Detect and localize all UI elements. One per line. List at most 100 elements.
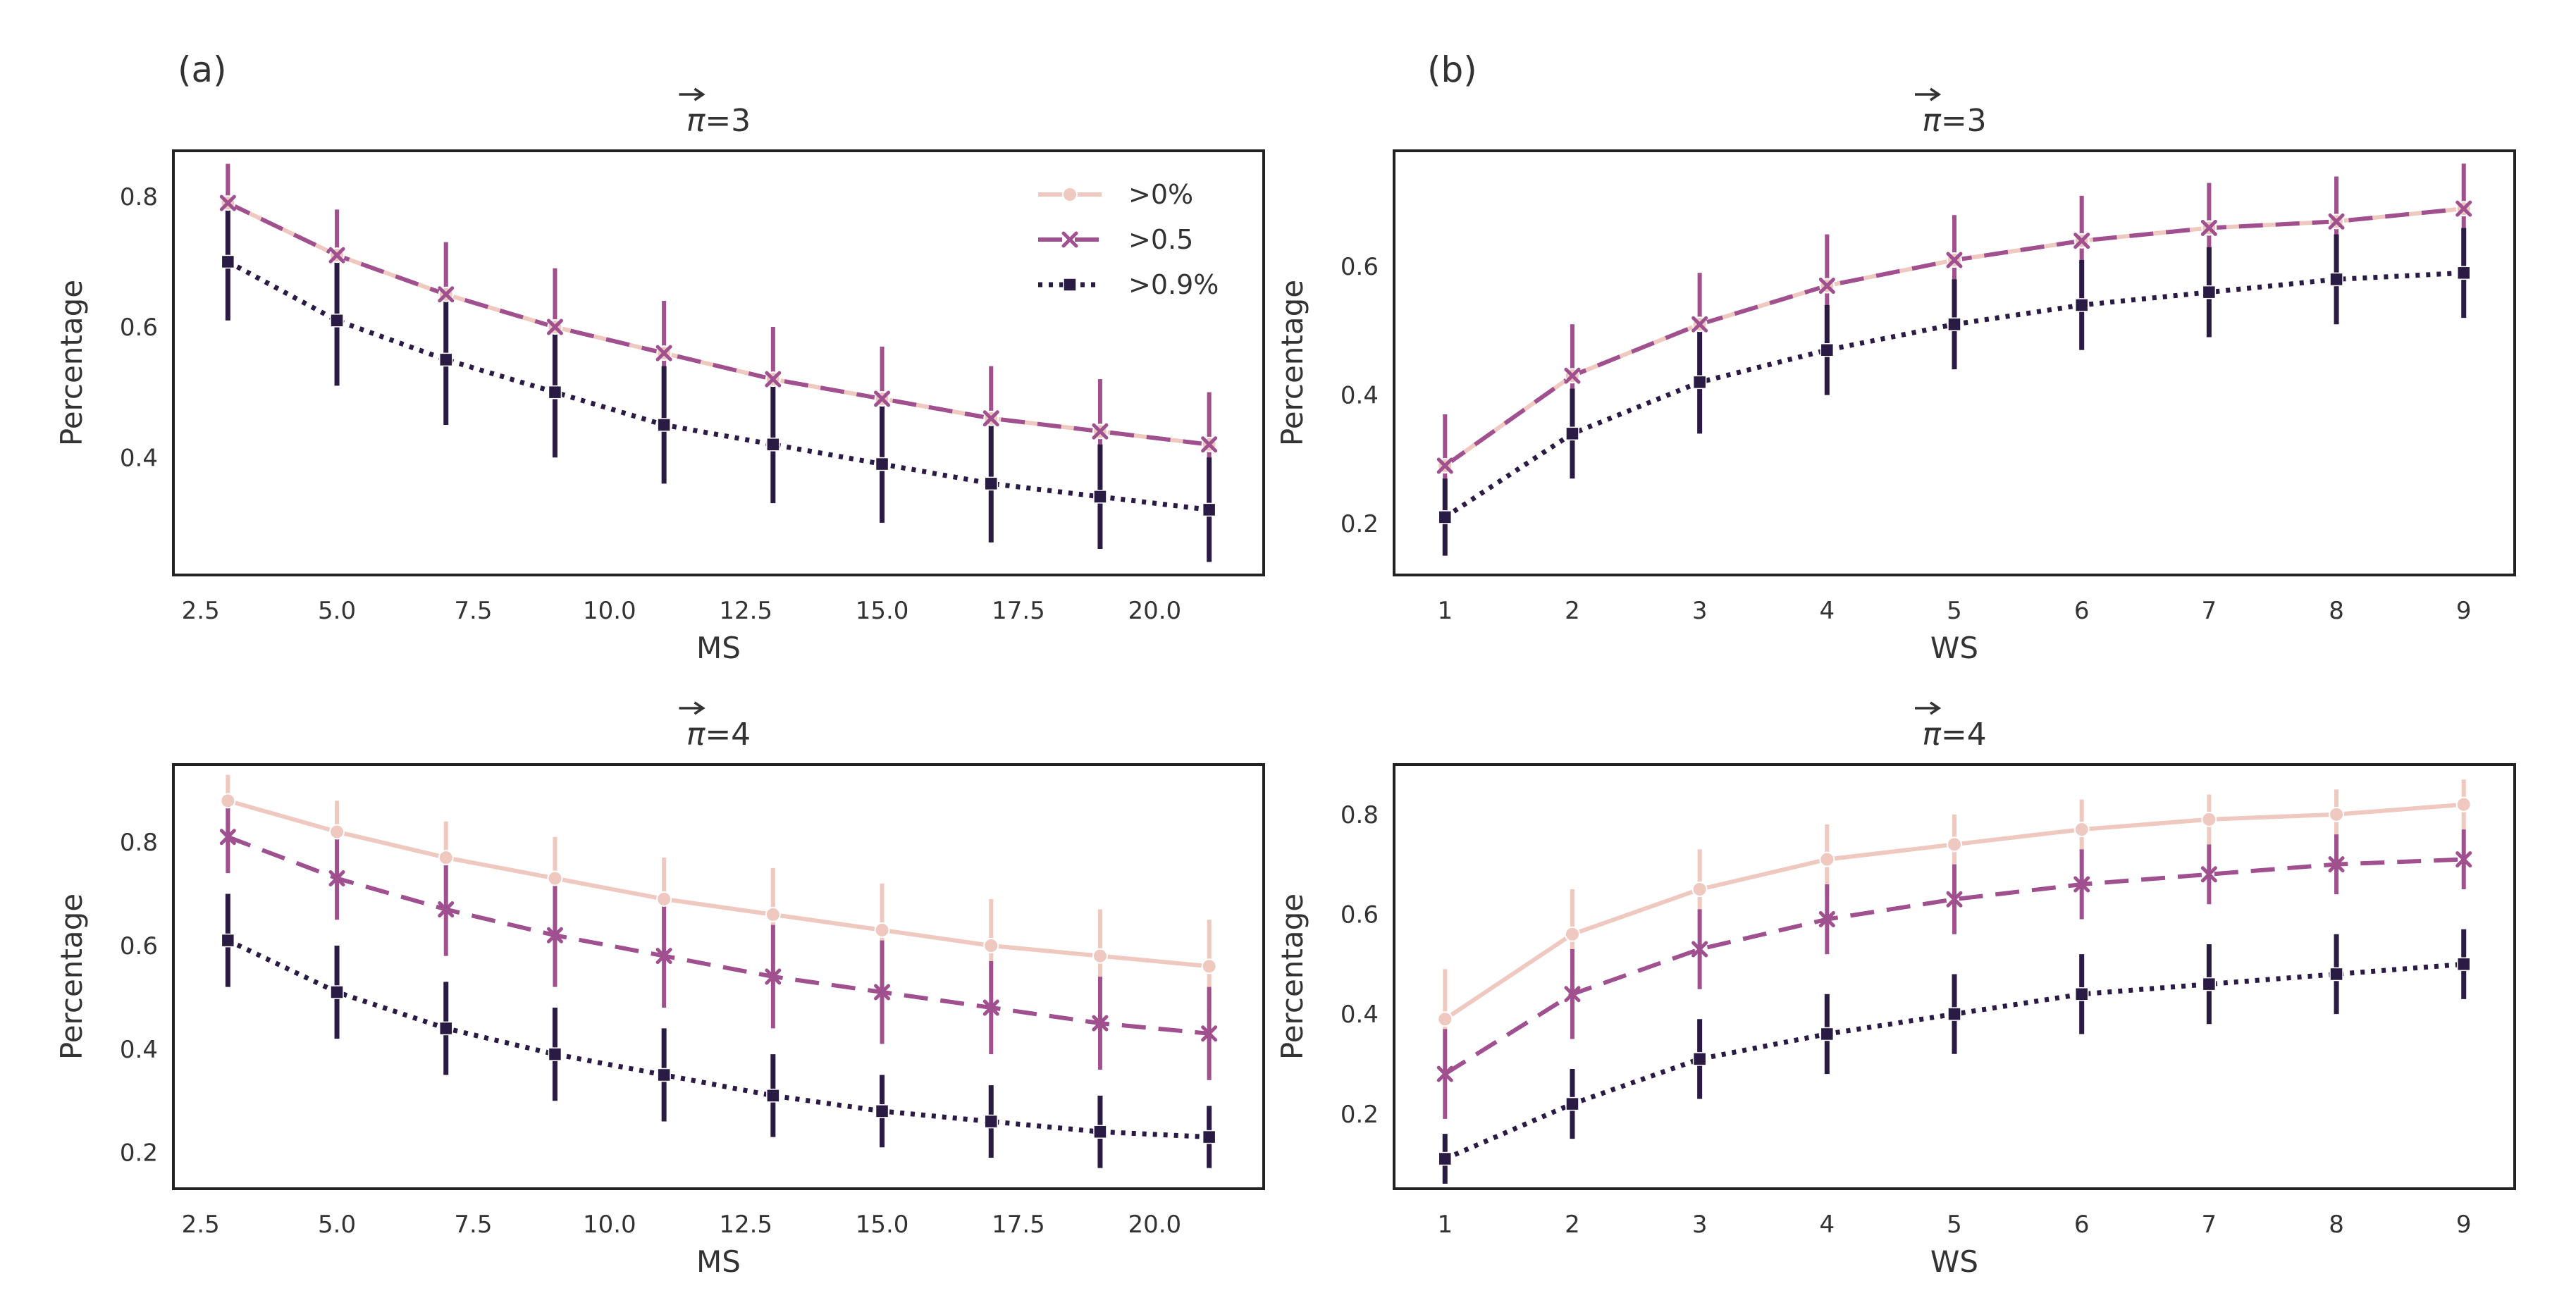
data-point-s3-4 bbox=[1947, 317, 1961, 332]
data-point-s2-0 bbox=[1436, 457, 1453, 474]
chart-title: π=4 bbox=[686, 717, 751, 753]
data-point-s2-9-stroke-2 bbox=[1201, 1025, 1218, 1042]
data-point-s3-4 bbox=[657, 418, 671, 432]
x-tick-label: 12.5 bbox=[719, 1211, 772, 1239]
data-point-s1-9 bbox=[1201, 958, 1217, 975]
data-point-s2-8 bbox=[2455, 200, 2472, 217]
data-point-s2-1 bbox=[1564, 367, 1581, 384]
data-point-s3-7 bbox=[2329, 967, 2343, 982]
x-tick-label: 6 bbox=[2074, 597, 2090, 625]
data-point-s3-5 bbox=[766, 438, 780, 452]
x-tick-label: 2 bbox=[1565, 597, 1580, 625]
chart-panel-b-bottom: π=4 1 2 3 4 5 6 7 8 9 0.2 0.4 0.6 0.8 WS Percentage bbox=[1275, 701, 2516, 1279]
data-point-s2-2 bbox=[1691, 316, 1708, 333]
data-point-s1-0 bbox=[220, 793, 236, 809]
data-point-s2-5-stroke-2 bbox=[2073, 876, 2090, 893]
data-point-s2-5-stroke-2 bbox=[765, 371, 782, 388]
data-point-s3-0 bbox=[1438, 1151, 1453, 1166]
x-axis-label: WS bbox=[1930, 631, 1978, 665]
data-point-s2-2-stroke-2 bbox=[438, 901, 455, 918]
x-tick-label: 7 bbox=[2202, 597, 2217, 625]
data-point-s2-4 bbox=[655, 345, 672, 361]
data-point-s3-3 bbox=[548, 1047, 562, 1061]
y-tick-label: 0.6 bbox=[1341, 253, 1379, 281]
chart-panel-a-bottom: π=4 2.5 5.0 7.5 10.0 12.5 15.0 17.5 20.0 0.2 0.4 0.… bbox=[54, 701, 1265, 1279]
chart-panel-a-top: π=3 2.5 5.0 7.5 10.0 12.5 15.0 17.5 20.0 0.4 0.6 0.… bbox=[54, 87, 1265, 665]
data-point-s3-3 bbox=[548, 385, 562, 400]
y-tick-label: 0.4 bbox=[1341, 1001, 1379, 1029]
data-point-s2-2-stroke-2 bbox=[1691, 316, 1708, 333]
x-tick-label: 17.5 bbox=[992, 1211, 1045, 1239]
x-tick-label: 3 bbox=[1692, 597, 1708, 625]
data-point-s2-6-stroke-2 bbox=[2200, 866, 2217, 883]
data-point-s3-4 bbox=[1947, 1007, 1961, 1021]
data-point-s2-5 bbox=[765, 968, 782, 985]
data-point-s2-1-stroke-2 bbox=[1564, 367, 1581, 384]
y-tick-label: 0.2 bbox=[120, 1139, 158, 1168]
data-point-s2-5 bbox=[2073, 233, 2090, 249]
data-point-s1-1 bbox=[1564, 926, 1580, 942]
panel-label-a: (a) bbox=[178, 49, 227, 90]
x-tick-label: 10.0 bbox=[583, 1211, 636, 1239]
data-point-s2-1 bbox=[328, 247, 345, 264]
data-point-s1-3 bbox=[547, 870, 563, 886]
x-tick-label: 12.5 bbox=[719, 597, 772, 625]
x-tick-label: 15.0 bbox=[856, 1211, 909, 1239]
data-point-s3-5 bbox=[766, 1089, 780, 1103]
data-point-s2-6 bbox=[2200, 219, 2217, 236]
data-point-s3-0 bbox=[1438, 510, 1453, 524]
chart-title-suffix: =3 bbox=[705, 103, 751, 139]
legend-label-3: >0.9% bbox=[1128, 269, 1219, 300]
data-point-s3-2 bbox=[439, 1021, 453, 1036]
data-point-s2-2 bbox=[438, 901, 455, 918]
data-point-s2-2 bbox=[1691, 941, 1708, 958]
x-tick-label: 8 bbox=[2329, 597, 2344, 625]
data-point-s2-7 bbox=[982, 410, 999, 427]
data-point-s2-3-stroke-2 bbox=[546, 318, 563, 335]
data-point-s2-8-stroke-2 bbox=[1092, 423, 1109, 440]
data-point-s3-1 bbox=[1565, 426, 1579, 441]
data-point-s2-0-stroke-2 bbox=[1436, 457, 1453, 474]
data-point-s2-4-stroke-2 bbox=[655, 948, 672, 965]
x-tick-label: 7.5 bbox=[454, 1211, 492, 1239]
data-point-s2-2-stroke-2 bbox=[1691, 941, 1708, 958]
data-point-s2-0 bbox=[219, 194, 236, 211]
series-line-3 bbox=[226, 259, 1210, 512]
data-point-s1-7 bbox=[983, 937, 999, 953]
y-tick-label: 0.8 bbox=[120, 183, 158, 211]
data-point-s2-3 bbox=[1818, 911, 1835, 928]
data-point-s3-0 bbox=[221, 254, 235, 269]
data-point-s2-6 bbox=[874, 984, 891, 1001]
data-point-s2-8-stroke-2 bbox=[2455, 851, 2472, 868]
data-point-s3-7 bbox=[2329, 272, 2343, 287]
chart-title: π=3 bbox=[686, 103, 751, 139]
x-tick-label: 5 bbox=[1947, 597, 1962, 625]
data-point-s1-8 bbox=[1092, 948, 1108, 964]
y-tick-label: 0.6 bbox=[120, 932, 158, 960]
data-point-s1-2 bbox=[438, 850, 454, 866]
data-point-s2-0-stroke-2 bbox=[1436, 1065, 1453, 1082]
data-point-s2-6-stroke-2 bbox=[874, 390, 891, 407]
y-tick-label: 0.6 bbox=[1341, 901, 1379, 929]
y-tick-label: 0.2 bbox=[1341, 510, 1379, 538]
legend-marker-3 bbox=[1063, 278, 1077, 292]
title-vector-arrow-head bbox=[1930, 701, 1942, 715]
data-point-s3-5 bbox=[2074, 987, 2089, 1001]
x-tick-label: 9 bbox=[2456, 597, 2472, 625]
data-point-s1-6 bbox=[2201, 811, 2217, 827]
data-point-s1-5 bbox=[765, 906, 781, 922]
data-point-s2-6-stroke-2 bbox=[874, 984, 891, 1001]
x-tick-label: 1 bbox=[1437, 597, 1453, 625]
data-point-s2-6 bbox=[2200, 866, 2217, 883]
data-point-s2-5 bbox=[2073, 876, 2090, 893]
legend-label-2: >0.5 bbox=[1128, 224, 1193, 255]
data-point-s3-1 bbox=[1565, 1096, 1579, 1111]
data-point-s2-2 bbox=[438, 286, 455, 303]
plot-frame bbox=[172, 763, 1265, 1190]
data-point-s1-2 bbox=[1691, 882, 1708, 898]
data-point-s2-1-stroke-2 bbox=[1564, 986, 1581, 1003]
title-vector-arrow-head bbox=[694, 87, 705, 101]
x-tick-label: 9 bbox=[2456, 1211, 2472, 1239]
data-point-s1-1 bbox=[329, 824, 345, 840]
